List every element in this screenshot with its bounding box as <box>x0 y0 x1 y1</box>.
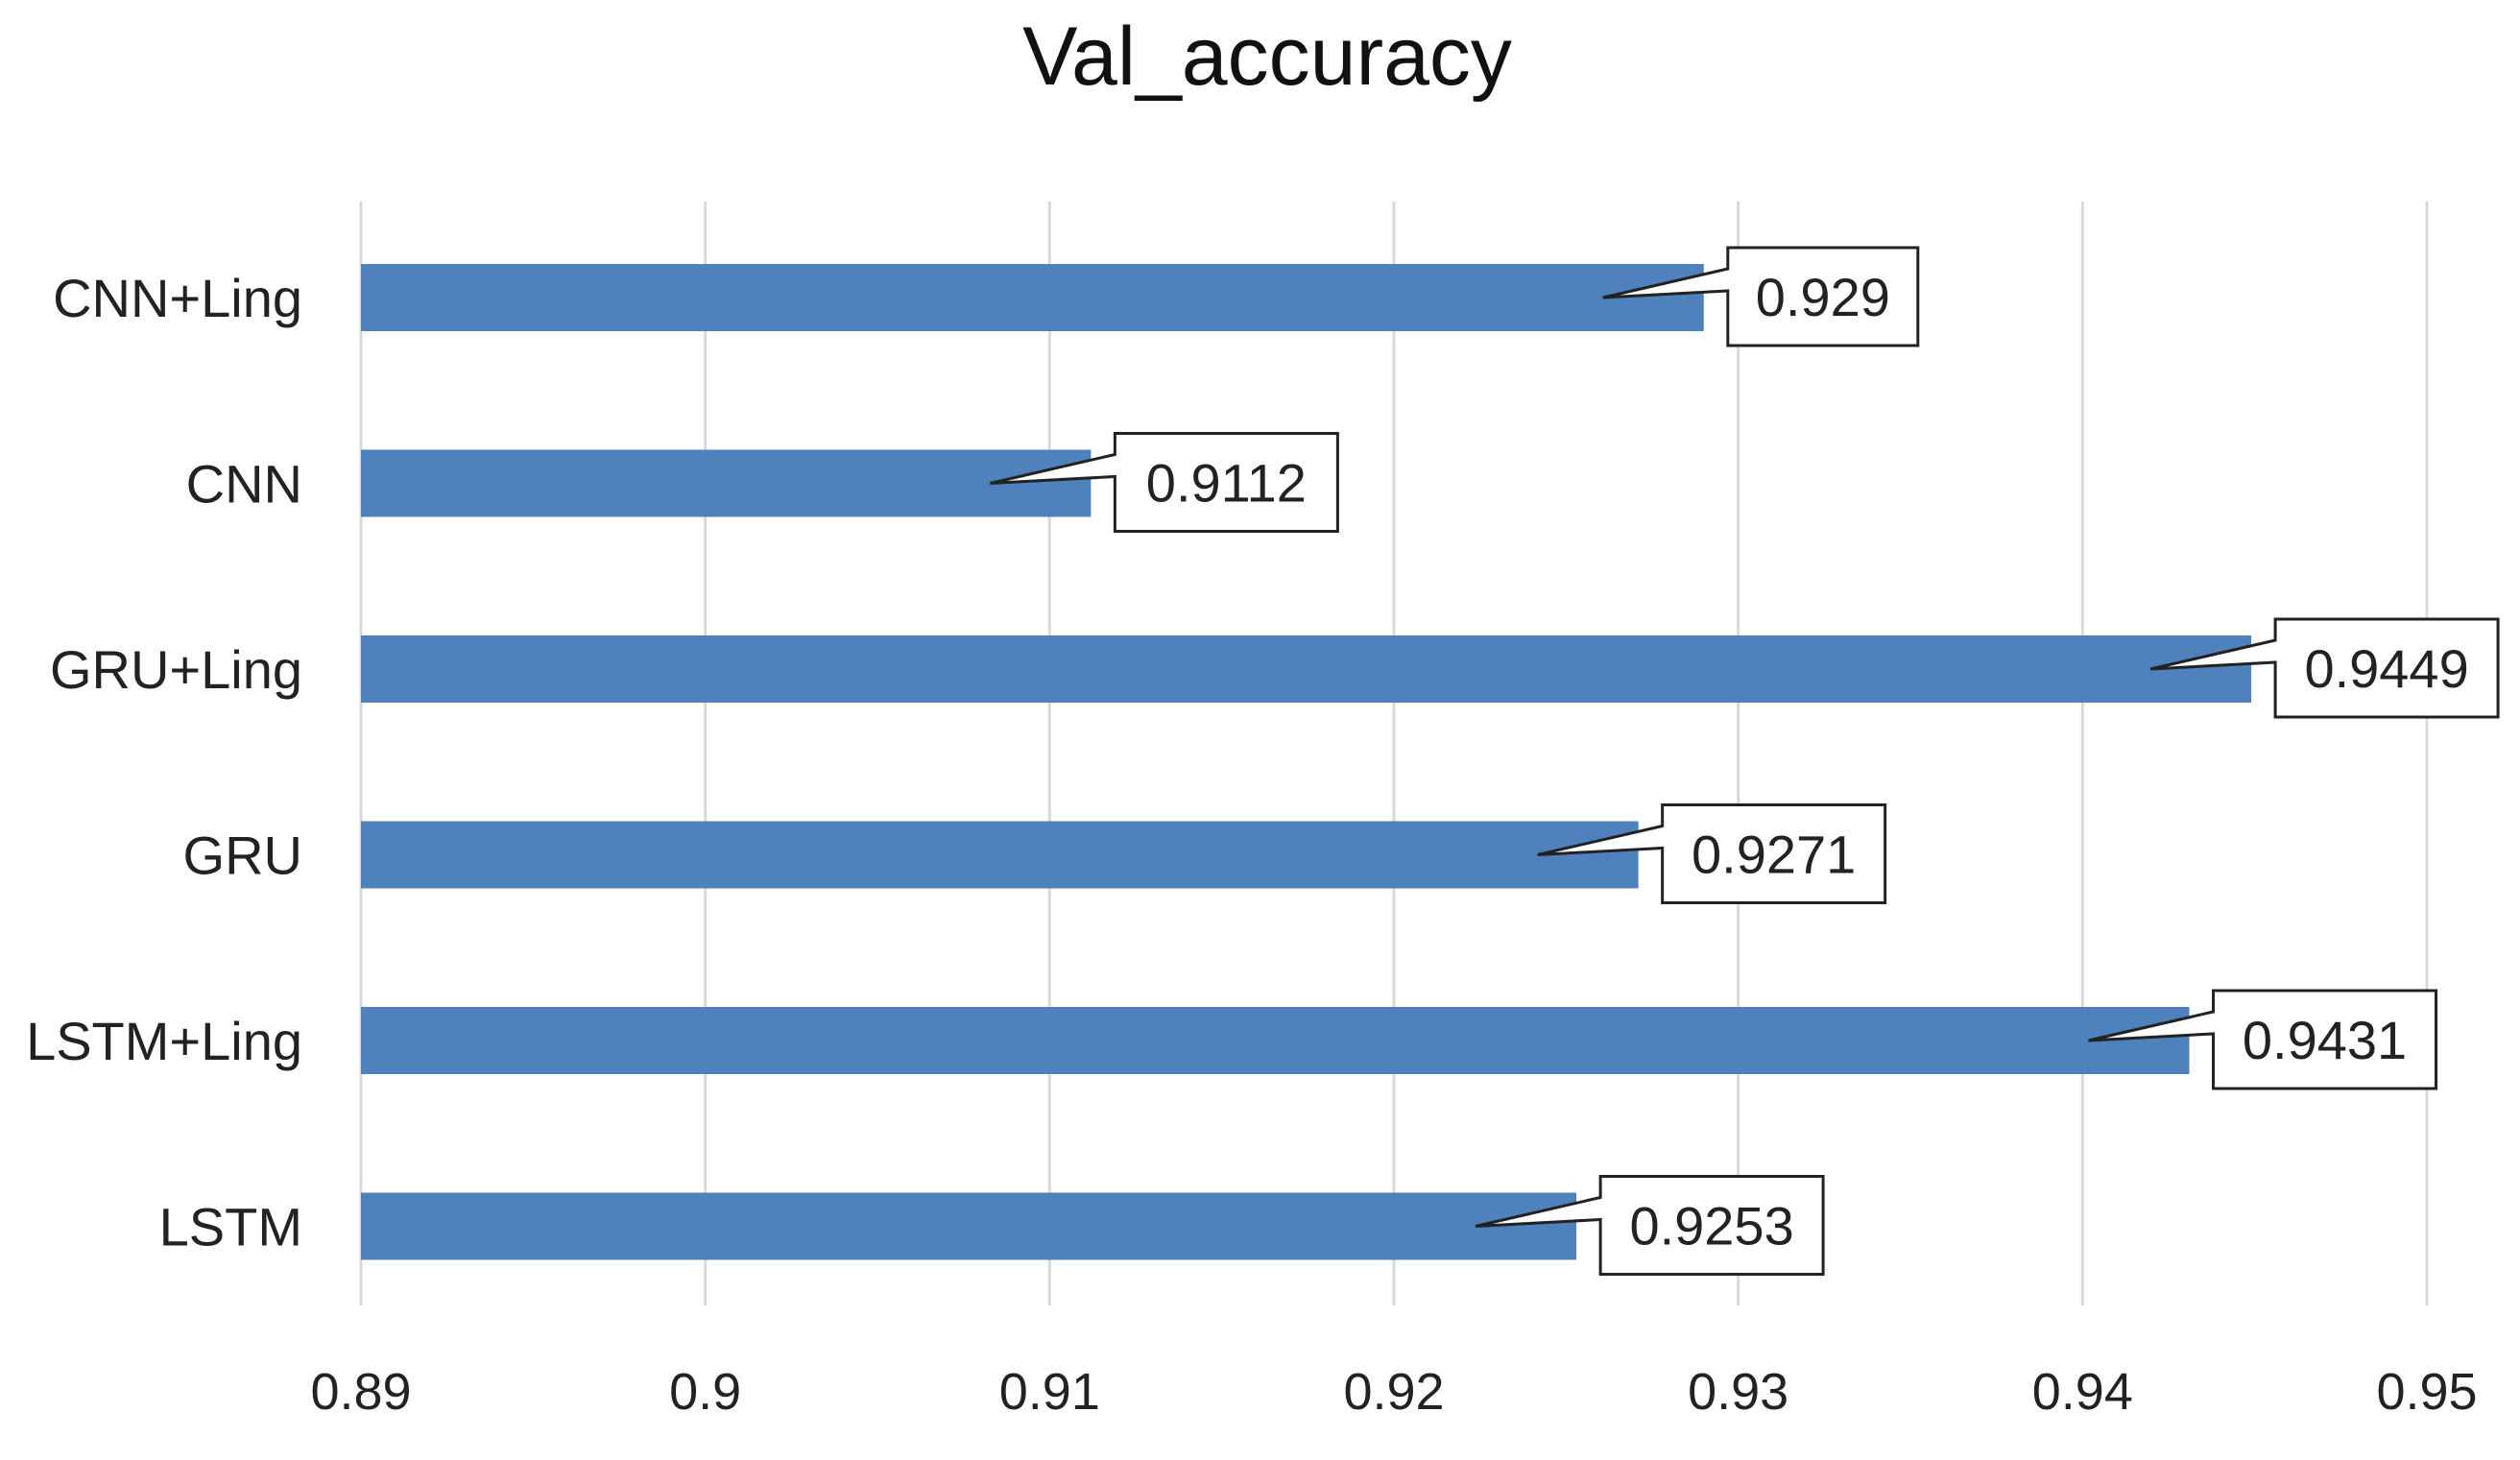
chart-title: Val_accuracy <box>1022 11 1512 103</box>
x-tick-label: 0.92 <box>1343 1363 1444 1421</box>
data-label-callout <box>1602 246 1920 347</box>
category-label: LSTM+Ling <box>26 1011 302 1071</box>
category-label: CNN+Ling <box>53 268 302 328</box>
category-label: GRU+Ling <box>50 639 302 700</box>
data-label: 0.9253 <box>1629 1196 1793 1257</box>
bar <box>361 264 1704 331</box>
category-label: LSTM <box>159 1197 302 1257</box>
gridlines <box>359 202 2429 1305</box>
category-labels: CNN+Ling CNN GRU+Ling GRU LSTM+Ling LSTM <box>26 268 302 1257</box>
bar <box>361 449 1092 517</box>
category-label: GRU <box>183 826 302 886</box>
bars <box>361 264 2252 1260</box>
category-label: CNN <box>186 454 302 515</box>
x-tick-label: 0.9 <box>669 1363 741 1421</box>
data-label: 0.9271 <box>1692 825 1856 885</box>
x-tick-label: 0.91 <box>999 1363 1100 1421</box>
bar <box>361 821 1639 889</box>
x-tick-label: 0.93 <box>1688 1363 1788 1421</box>
data-label-callout <box>2088 989 2438 1090</box>
data-label: 0.9112 <box>1146 453 1307 514</box>
data-label: 0.9449 <box>2304 638 2468 699</box>
x-tick-label: 0.95 <box>2376 1363 2477 1421</box>
data-labels: 0.929 0.9112 0.9449 0.9271 0.9431 0.9253 <box>990 246 2500 1276</box>
x-tick-label: 0.94 <box>2032 1363 2133 1421</box>
data-label-callout <box>990 432 1339 533</box>
data-label-callout <box>1475 1175 1825 1276</box>
bar <box>361 1192 1577 1260</box>
bar <box>361 1007 2190 1074</box>
x-axis-tick-labels: 0.89 0.9 0.91 0.92 0.93 0.94 0.95 <box>310 1363 2477 1421</box>
data-label: 0.9431 <box>2243 1010 2407 1070</box>
bar <box>361 635 2252 703</box>
data-label-callout <box>2149 617 2500 719</box>
data-label: 0.929 <box>1756 267 1890 327</box>
data-label-callout <box>1537 803 1887 904</box>
x-tick-label: 0.89 <box>310 1363 411 1421</box>
